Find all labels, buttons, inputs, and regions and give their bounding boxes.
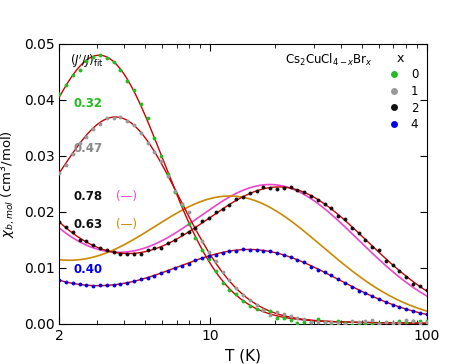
Text: 0.32: 0.32 <box>74 98 103 110</box>
Text: (—): (—) <box>116 218 137 231</box>
Y-axis label: $\chi_{b,mol}$ (cm$^3$/mol): $\chi_{b,mol}$ (cm$^3$/mol) <box>0 130 18 238</box>
Text: 0.40: 0.40 <box>74 263 103 276</box>
Text: 0.63: 0.63 <box>74 218 103 231</box>
X-axis label: T (K): T (K) <box>225 348 261 363</box>
Legend: 0, 1, 2, 4: 0, 1, 2, 4 <box>380 50 421 134</box>
Text: (—): (—) <box>116 190 137 203</box>
Text: 0.78: 0.78 <box>74 190 103 203</box>
Text: 0.47: 0.47 <box>74 142 103 155</box>
Text: Cs$_2$CuCl$_{4-x}$Br$_x$: Cs$_2$CuCl$_{4-x}$Br$_x$ <box>285 52 373 68</box>
Text: $(J'/J)_{\mathrm{fit}}$: $(J'/J)_{\mathrm{fit}}$ <box>70 52 104 70</box>
